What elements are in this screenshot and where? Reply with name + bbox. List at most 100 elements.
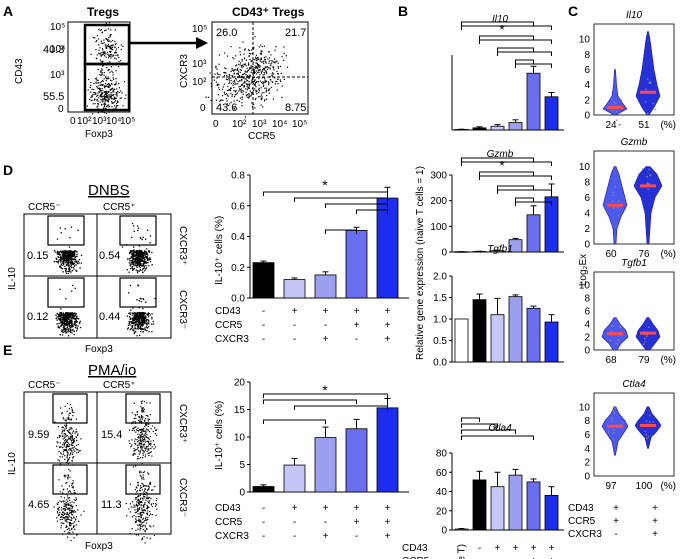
percent-expressing-label: 79 <box>638 355 650 366</box>
flow-event-dot <box>136 505 138 507</box>
flow-event-dot <box>142 517 145 519</box>
flow-event-dot <box>115 52 117 54</box>
flow-event-dot <box>130 259 133 262</box>
flow-event-dot <box>223 74 226 77</box>
flow-event-dot <box>142 511 144 513</box>
gene-title: Tgfb1 <box>621 258 647 269</box>
flow-event-dot <box>251 69 253 71</box>
gene-title: Ctla4 <box>622 379 646 390</box>
flow-event-dot <box>140 440 142 442</box>
flow-event-dot <box>275 80 277 82</box>
flow-event-dot <box>143 443 145 445</box>
flow-event-dot <box>99 71 102 73</box>
flow-event-dot <box>69 454 71 456</box>
cell-dot <box>612 325 614 327</box>
flow-event-dot <box>66 255 68 257</box>
flow-event-dot <box>144 329 146 331</box>
flow-event-dot <box>108 84 110 86</box>
flow-event-dot <box>138 250 140 252</box>
flow-event-dot <box>62 516 64 519</box>
flow-event-dot <box>139 259 141 261</box>
flow-event-dot <box>99 29 101 31</box>
flow-event-dot <box>139 260 141 262</box>
flow-event-dot <box>246 93 248 96</box>
flow-event-dot <box>116 93 118 95</box>
flow-event-dot <box>142 256 144 258</box>
flow-event-dot <box>132 253 134 255</box>
flow-event-dot <box>259 66 261 68</box>
flow-event-dot <box>106 96 108 98</box>
flow-event-dot <box>247 94 249 96</box>
flow-event-dot <box>246 67 248 69</box>
flow-event-dot <box>147 258 149 260</box>
flow-event-dot <box>133 267 136 270</box>
flow-event-dot <box>111 80 113 82</box>
flow-event-dot <box>141 407 143 409</box>
pmaio-il10-ylabel: IL-10⁺ cells (%) <box>214 401 225 470</box>
flow-event-dot <box>66 455 68 457</box>
flow-event-dot <box>106 67 108 69</box>
dnbs-gate <box>119 215 157 246</box>
flow-event-dot <box>69 470 71 472</box>
flow-event-dot <box>72 313 74 315</box>
flow-event-dot <box>139 474 141 476</box>
dnbs-gate-value: 0.44 <box>99 311 120 323</box>
flow-event-dot <box>143 505 145 507</box>
cell-dot <box>654 108 657 111</box>
flow-event-dot <box>104 83 107 85</box>
flow-event-dot <box>148 455 150 457</box>
significance-bracket <box>294 197 388 202</box>
y-tick-label: 20 <box>436 506 448 517</box>
flow-event-dot <box>63 256 66 258</box>
flow-event-dot <box>71 523 73 525</box>
flow-event-dot <box>138 319 140 322</box>
flow-event-dot <box>63 430 65 432</box>
flow-event-dot <box>59 317 61 319</box>
flow-event-dot <box>143 410 145 412</box>
flow-event-dot <box>236 69 238 71</box>
y-tick-label: 4 <box>584 209 590 220</box>
flow-event-dot <box>64 442 66 444</box>
flow-event-dot <box>66 461 68 463</box>
significance-star: * <box>492 422 497 437</box>
flow-event-dot <box>74 446 76 448</box>
flow-event-dot <box>69 320 71 322</box>
flow-event-dot <box>141 313 144 315</box>
flow-event-dot <box>146 313 148 315</box>
flow-event-dot <box>68 468 70 471</box>
flow-event-dot <box>131 256 133 258</box>
flow-event-dot <box>130 322 132 324</box>
flow-event-dot <box>58 327 61 329</box>
cell-dot <box>644 100 647 103</box>
flow-event-dot <box>132 258 135 260</box>
flow-event-dot <box>138 508 140 510</box>
flow-event-dot <box>145 423 147 425</box>
flow-event-dot <box>144 485 146 487</box>
flow-event-dot <box>80 262 82 264</box>
flow-event-dot <box>217 73 219 75</box>
flow-event-dot <box>65 269 67 271</box>
flow-event-dot <box>53 506 55 508</box>
flow-event-dot <box>264 99 266 101</box>
flow-event-dot <box>241 75 243 78</box>
flow-event-dot <box>64 509 66 512</box>
flow-event-dot <box>142 499 144 501</box>
flow-event-dot <box>121 97 123 99</box>
flow-event-dot <box>108 45 110 47</box>
flow-event-dot <box>115 107 117 109</box>
flow-event-dot <box>142 322 144 324</box>
flow-event-dot <box>117 105 119 107</box>
flow-event-dot <box>251 80 253 82</box>
flow-event-dot <box>234 81 236 83</box>
flow-event-dot <box>233 82 235 85</box>
quadrant-ylabel: CXCR3 <box>179 54 190 88</box>
cell-dot <box>617 339 620 342</box>
flow-event-dot <box>96 54 98 56</box>
flow-event-dot <box>63 442 65 444</box>
flow-event-dot <box>142 308 144 310</box>
flow-event-dot <box>115 106 117 108</box>
flow-event-dot <box>139 269 141 271</box>
flow-event-dot <box>142 328 144 330</box>
flow-event-dot <box>108 57 110 59</box>
flow-event-dot <box>56 445 58 447</box>
